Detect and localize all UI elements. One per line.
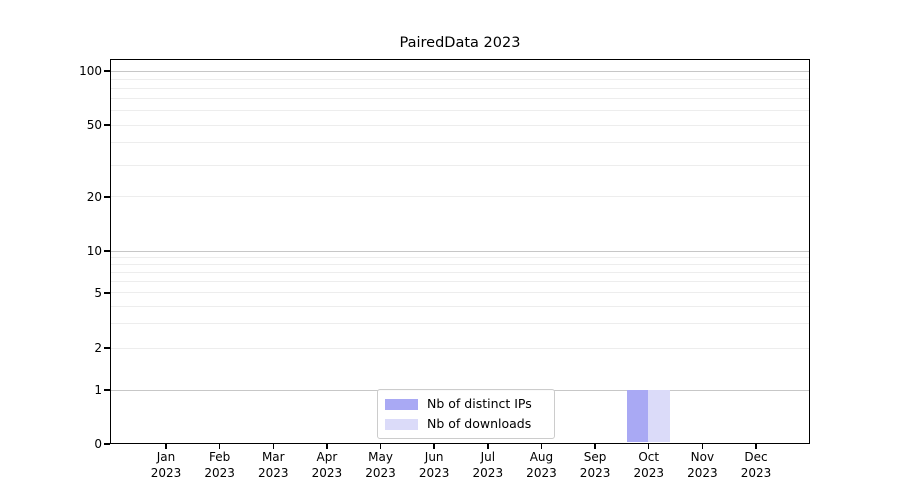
x-tick-label: Mar 2023 [258,450,289,481]
y-tick-mark [104,389,110,391]
minor-gridline [111,323,809,325]
x-tick-label: Jul 2023 [473,450,504,481]
minor-gridline [111,87,809,89]
x-tick-year: 2023 [365,465,396,480]
x-tick-mark [540,444,543,449]
minor-gridline [111,256,809,258]
x-tick-month: Jan [156,450,176,464]
x-tick-mark [379,444,382,449]
x-tick-label: Feb 2023 [204,450,235,481]
minor-gridline [111,124,809,126]
minor-gridline [111,110,809,112]
x-tick-month: Dec [744,450,768,464]
x-tick-mark [487,444,489,449]
y-tick-mark [104,70,110,72]
y-tick-label: 2 [94,341,102,356]
y-tick-label: 10 [86,244,102,258]
x-tick-month: Mar [261,450,285,464]
x-tick-month: May [368,450,393,464]
x-tick-mark [755,444,757,449]
minor-gridline [111,272,809,274]
x-tick-year: 2023 [579,465,611,480]
x-tick-year: 2023 [472,465,504,480]
minor-gridline [111,281,809,283]
x-tick-label: Jun 2023 [419,450,450,481]
minor-gridline [111,142,809,144]
x-tick-month: Jul [480,450,496,464]
x-tick-month: Oct [638,450,660,464]
minor-gridline [111,196,809,198]
legend-row: Nb of distinct IPs [385,395,546,413]
x-tick-mark [326,444,328,449]
x-tick-month: Apr [316,450,338,464]
x-tick-month: Nov [690,450,715,464]
x-tick-year: 2023 [257,465,289,480]
y-tick-mark [104,347,110,349]
legend-row: Nb of downloads [385,415,546,433]
y-tick-mark [104,250,110,252]
y-tick-mark [104,124,110,126]
minor-gridline [111,164,809,166]
x-tick-year: 2023 [740,465,772,480]
y-tick-mark [104,292,110,294]
x-tick-mark [433,444,435,449]
x-tick-year: 2023 [204,465,235,480]
bar-downloads [648,389,670,442]
x-tick-label: Dec 2023 [741,450,772,481]
y-tick-mark [104,196,110,198]
y-tick-label: 50 [86,118,102,133]
x-tick-label: Sep 2023 [580,450,611,481]
y-tick-label: 20 [86,189,102,204]
x-tick-month: Feb [208,450,231,464]
x-tick-year: 2023 [526,465,557,480]
plot-area [110,59,810,444]
y-tick-label: 100 [79,64,102,78]
legend-label: Nb of distinct IPs [427,396,532,411]
major-gridline [111,250,809,252]
minor-gridline [111,305,809,307]
minor-gridline [111,98,809,100]
x-tick-year: 2023 [687,465,718,480]
y-tick-label: 5 [94,285,102,300]
bar-distinct-ips [626,389,649,442]
x-tick-mark [165,444,167,449]
x-tick-month: Jun [424,450,444,464]
x-tick-mark [272,444,274,449]
x-tick-mark [594,444,596,449]
x-tick-year: 2023 [633,465,664,480]
x-tick-year: 2023 [311,465,343,480]
x-tick-year: 2023 [418,465,450,480]
x-tick-label: May 2023 [365,450,396,481]
y-tick-label: 1 [94,383,102,397]
legend: Nb of distinct IPs Nb of downloads [377,389,555,439]
x-tick-label: Oct 2023 [633,450,664,481]
y-tick-label: 0 [94,437,102,451]
y-tick-mark [104,443,110,445]
x-tick-label: Jan 2023 [151,450,182,481]
chart-title: PairedData 2023 [399,35,521,51]
legend-label: Nb of downloads [427,416,532,431]
minor-gridline [111,347,809,349]
minor-gridline [111,292,809,294]
x-tick-year: 2023 [150,465,182,480]
x-tick-label: Aug 2023 [526,450,557,481]
legend-swatch [385,398,418,410]
x-tick-label: Apr 2023 [312,450,343,481]
x-tick-mark [648,444,650,449]
x-tick-month: Sep [583,450,607,464]
x-tick-month: Aug [529,450,554,464]
minor-gridline [111,263,809,265]
minor-gridline [111,78,809,80]
x-tick-label: Nov 2023 [687,450,718,481]
x-tick-mark [218,444,221,449]
x-tick-mark [701,444,704,449]
legend-swatch [385,418,418,430]
major-gridline [111,70,809,72]
